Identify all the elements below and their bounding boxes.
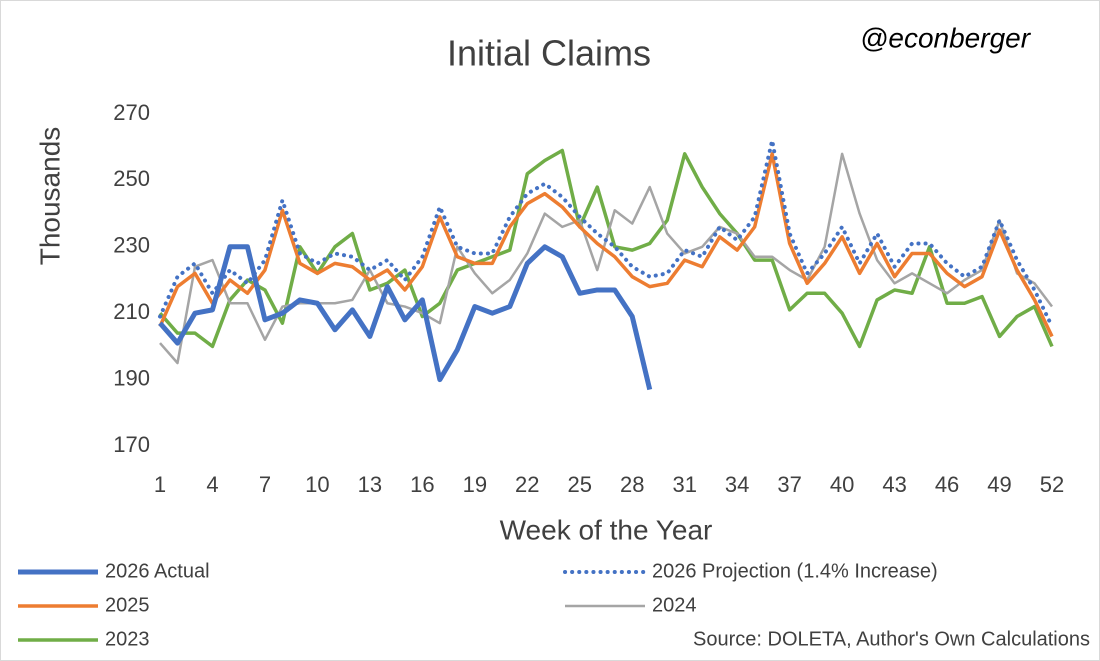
series-line	[158, 138, 1054, 329]
x-tick-label: 52	[1040, 472, 1064, 497]
series-line	[158, 152, 1054, 338]
x-tick-label: 16	[410, 472, 434, 497]
x-tick-label: 7	[259, 472, 271, 497]
y-tick-label: 270	[113, 100, 150, 125]
x-tick-label: 13	[358, 472, 382, 497]
x-tick-label: 10	[305, 472, 329, 497]
x-tick-label: 4	[206, 472, 218, 497]
x-tick-label: 37	[777, 472, 801, 497]
y-tick-label: 230	[113, 233, 150, 258]
legend-label: 2023	[105, 628, 150, 650]
series-line	[158, 244, 653, 391]
legend-label: 2025	[105, 594, 150, 616]
series-line	[158, 148, 1054, 349]
chart-title: Initial Claims	[447, 33, 651, 74]
legend-label: 2024	[652, 594, 697, 616]
x-tick-label: 40	[830, 472, 854, 497]
y-tick-label: 250	[113, 166, 150, 191]
x-tick-label: 28	[620, 472, 644, 497]
x-tick-label: 22	[515, 472, 539, 497]
x-tick-label: 49	[987, 472, 1011, 497]
y-axis-label: Thousands	[34, 127, 65, 266]
x-tick-label: 46	[935, 472, 959, 497]
x-axis-label: Week of the Year	[500, 514, 713, 545]
annotation: @econberger	[860, 22, 1032, 53]
y-tick-label: 190	[113, 365, 150, 390]
y-tick-label: 210	[113, 299, 150, 324]
y-tick-label: 170	[113, 432, 150, 457]
x-tick-label: 31	[672, 472, 696, 497]
x-tick-label: 43	[882, 472, 906, 497]
x-tick-label: 34	[725, 472, 749, 497]
x-tick-label: 1	[154, 472, 166, 497]
legend-label: 2026 Projection (1.4% Increase)	[652, 560, 938, 582]
x-tick-label: 19	[463, 472, 487, 497]
source-note: Source: DOLETA, Author's Own Calculation…	[693, 628, 1090, 650]
x-tick-label: 25	[568, 472, 592, 497]
legend-label: 2026 Actual	[105, 560, 210, 582]
